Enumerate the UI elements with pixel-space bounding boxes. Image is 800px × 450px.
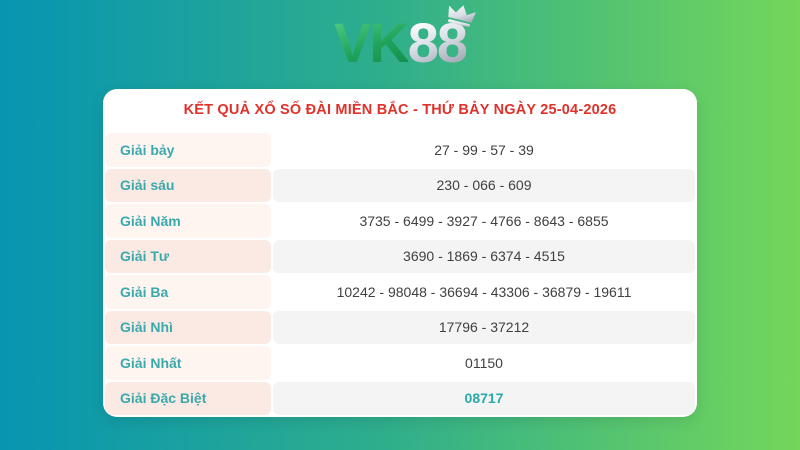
- prize-label: Giải Tư: [105, 239, 271, 273]
- crown-icon: [448, 5, 476, 27]
- prize-value: 17796 - 37212: [273, 310, 695, 344]
- prize-value: 10242 - 98048 - 36694 - 43306 - 36879 - …: [273, 275, 695, 309]
- lottery-results-card: KẾT QUẢ XỔ SỐ ĐÀI MIỀN BẮC - THỨ BẢY NGÀ…: [103, 89, 697, 417]
- table-row: Giải sáu 230 - 066 - 609: [105, 168, 695, 202]
- table-row: Giải Nhất 01150: [105, 346, 695, 380]
- results-table: Giải bảy 27 - 99 - 57 - 39 Giải sáu 230 …: [103, 131, 697, 417]
- table-row: Giải Ba 10242 - 98048 - 36694 - 43306 - …: [105, 275, 695, 309]
- table-row: Giải Nhì 17796 - 37212: [105, 310, 695, 344]
- special-prize-value: 08717: [273, 381, 695, 415]
- table-row: Giải Tư 3690 - 1869 - 6374 - 4515: [105, 239, 695, 273]
- prize-value: 3690 - 1869 - 6374 - 4515: [273, 239, 695, 273]
- prize-label: Giải Đặc Biệt: [105, 381, 271, 415]
- prize-label: Giải Nhì: [105, 310, 271, 344]
- table-row: Giải Năm 3735 - 6499 - 3927 - 4766 - 864…: [105, 204, 695, 238]
- prize-label: Giải sáu: [105, 168, 271, 202]
- table-row: Giải bảy 27 - 99 - 57 - 39: [105, 133, 695, 167]
- header: VK88: [0, 2, 800, 84]
- prize-label: Giải Năm: [105, 204, 271, 238]
- prize-value: 3735 - 6499 - 3927 - 4766 - 8643 - 6855: [273, 204, 695, 238]
- prize-label: Giải Nhất: [105, 346, 271, 380]
- prize-value: 230 - 066 - 609: [273, 168, 695, 202]
- prize-value: 27 - 99 - 57 - 39: [273, 133, 695, 167]
- prize-label: Giải Ba: [105, 275, 271, 309]
- logo-text-vk: VK: [333, 11, 410, 74]
- results-title: KẾT QUẢ XỔ SỐ ĐÀI MIỀN BẮC - THỨ BẢY NGÀ…: [183, 102, 617, 118]
- prize-label: Giải bảy: [105, 133, 271, 167]
- vk88-logo[interactable]: VK88: [333, 2, 476, 84]
- table-row: Giải Đặc Biệt 08717: [105, 381, 695, 415]
- prize-value: 01150: [273, 346, 695, 380]
